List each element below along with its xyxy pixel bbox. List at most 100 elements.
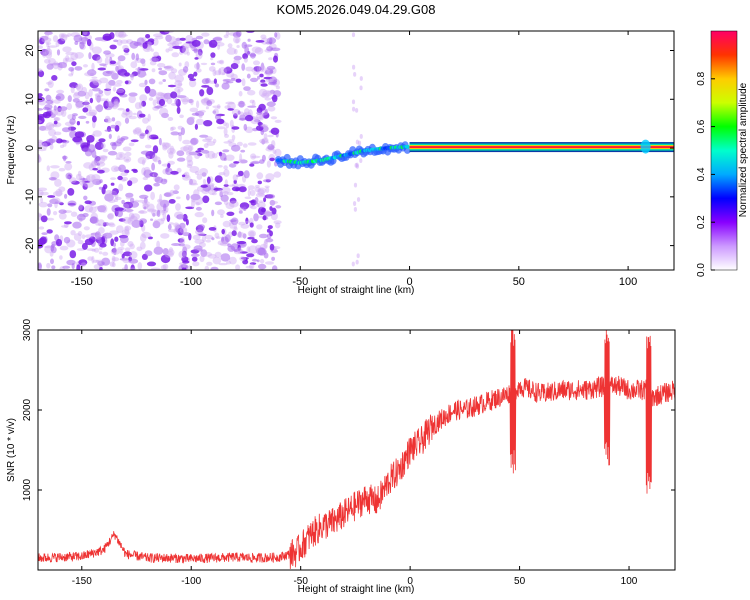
noise-speck [266, 101, 276, 107]
noise-speck [187, 99, 195, 104]
noise-speck [238, 186, 247, 193]
noise-speck [152, 145, 159, 154]
noise-speck [38, 141, 44, 149]
noise-speck [129, 201, 140, 208]
noise-speck [137, 262, 143, 270]
noise-speck [273, 55, 278, 63]
noise-speck [140, 233, 147, 243]
noise-speck [51, 265, 56, 270]
noise-speck [111, 117, 116, 122]
noise-speck [54, 131, 62, 136]
noise-speck [41, 232, 48, 236]
noise-speck [50, 165, 60, 169]
y-tick-label: 1000 [22, 478, 33, 501]
noise-speck [110, 177, 117, 181]
noise-speck [108, 190, 118, 198]
noise-speck [114, 236, 119, 242]
noise-speck [228, 184, 235, 187]
noise-speck [188, 182, 199, 186]
noise-speck [89, 80, 99, 89]
noise-speck [157, 92, 165, 97]
noise-speck [259, 138, 269, 144]
snr-series-line [38, 330, 675, 570]
noise-speck [58, 33, 65, 39]
noise-speck [95, 93, 102, 102]
noise-speck [212, 267, 217, 270]
noise-speck [119, 248, 123, 255]
noise-speck [38, 68, 43, 73]
noise-speck [271, 94, 278, 103]
noise-speck [263, 179, 271, 183]
noise-speck [138, 101, 143, 109]
noise-speck [188, 145, 194, 152]
noise-speck [68, 67, 75, 72]
noise-speck [207, 253, 217, 259]
noise-speck [71, 115, 76, 121]
noise-speck [117, 59, 121, 67]
noise-speck [238, 100, 245, 108]
noise-speck [92, 54, 101, 61]
noise-speck [162, 79, 166, 82]
noise-speck [150, 48, 154, 52]
noise-speck [97, 219, 105, 227]
noise-speck [100, 155, 108, 161]
noise-speck [160, 178, 168, 185]
noise-speck [94, 37, 105, 41]
noise-speck [48, 45, 58, 48]
noise-speck [119, 258, 129, 261]
noise-speck [194, 57, 199, 60]
noise-speck [91, 76, 98, 79]
noise-speck [124, 52, 129, 56]
noise-speck [236, 45, 240, 48]
noise-speck [102, 33, 112, 41]
noise-speck [87, 144, 96, 153]
noise-speck [64, 162, 73, 171]
noise-speck [269, 206, 273, 211]
noise-speck [202, 217, 208, 224]
noise-speck [118, 164, 126, 173]
noise-speck [209, 39, 218, 48]
noise-speck [44, 31, 53, 35]
noise-speck [223, 34, 229, 39]
noise-speck [45, 31, 50, 38]
colorbar-tick-label: 0.6 [696, 119, 707, 133]
noise-speck [231, 134, 236, 141]
noise-speck [215, 236, 221, 240]
noise-speck [104, 56, 109, 66]
noise-speck [251, 258, 258, 262]
noise-speck [201, 78, 210, 85]
noise-speck [99, 243, 107, 248]
noise-speck [130, 139, 139, 143]
spectrogram-y-ticks: -20 -10 0 10 20 [24, 44, 674, 254]
noise-speck [124, 151, 132, 157]
noise-speck [112, 83, 122, 87]
noise-speck [78, 259, 88, 266]
noise-speck [182, 262, 186, 269]
noise-speck [353, 182, 358, 188]
noise-speck [265, 187, 270, 193]
noise-speck [76, 264, 81, 270]
noise-speck [165, 65, 173, 70]
noise-speck [262, 215, 267, 221]
noise-speck [81, 31, 90, 37]
noise-speck [186, 193, 190, 201]
noise-speck [176, 167, 182, 173]
noise-speck [65, 172, 73, 179]
noise-speck [45, 122, 55, 130]
noise-speck [179, 114, 184, 119]
noise-speck [134, 199, 139, 203]
noise-speck [254, 47, 264, 55]
noise-speck [147, 113, 151, 122]
noise-speck [51, 75, 58, 81]
noise-speck [170, 170, 179, 175]
noise-speck [128, 92, 138, 97]
noise-speck [176, 214, 185, 220]
noise-speck [168, 46, 174, 52]
noise-speck [173, 222, 180, 228]
noise-speck [186, 155, 193, 163]
spectrogram-marks [38, 31, 674, 270]
noise-speck [67, 125, 72, 133]
noise-speck [261, 93, 270, 99]
noise-speck [233, 35, 241, 44]
noise-speck [231, 183, 239, 187]
